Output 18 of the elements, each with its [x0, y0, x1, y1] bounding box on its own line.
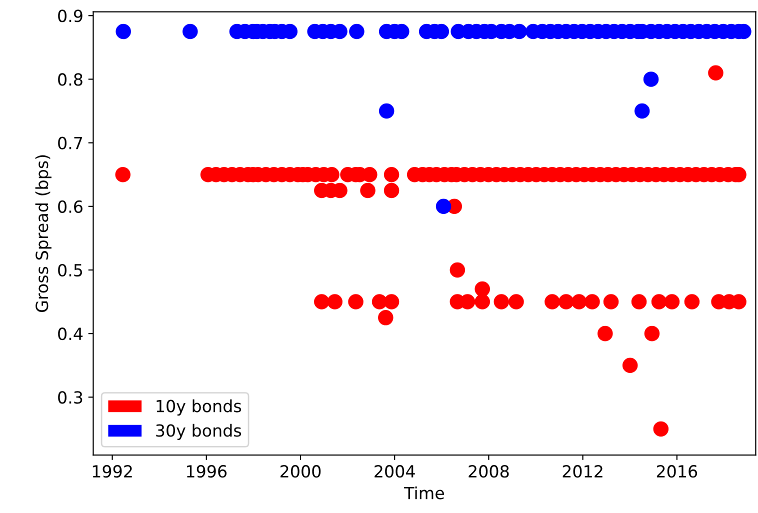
y-tick-label: 0.5	[58, 264, 82, 277]
x-tick-label: 1996	[187, 465, 227, 478]
y-tick-label: 0.4	[58, 328, 83, 340]
legend-label: 30y bonds	[156, 424, 242, 440]
y-axis-title: Gross Spread (bps)	[35, 155, 52, 312]
legend-label: 10y bonds	[156, 399, 242, 416]
y-tick-label: 0.6	[58, 200, 82, 213]
x-axis-title: Time	[404, 486, 444, 500]
x-tick-label: 1992	[92, 465, 132, 478]
x-tick-label: 2016	[656, 465, 698, 478]
y-tick-label: 0.3	[58, 391, 82, 404]
x-tick-label: 2004	[374, 465, 415, 478]
x-tick-label: 2012	[562, 465, 602, 478]
y-tick-label: 0.8	[58, 73, 82, 86]
x-tick-label: 2000	[280, 465, 321, 478]
x-tick-label: 2008	[468, 465, 509, 478]
y-tick-label: 0.7	[58, 136, 82, 150]
y-tick-label: 0.9	[58, 10, 82, 22]
